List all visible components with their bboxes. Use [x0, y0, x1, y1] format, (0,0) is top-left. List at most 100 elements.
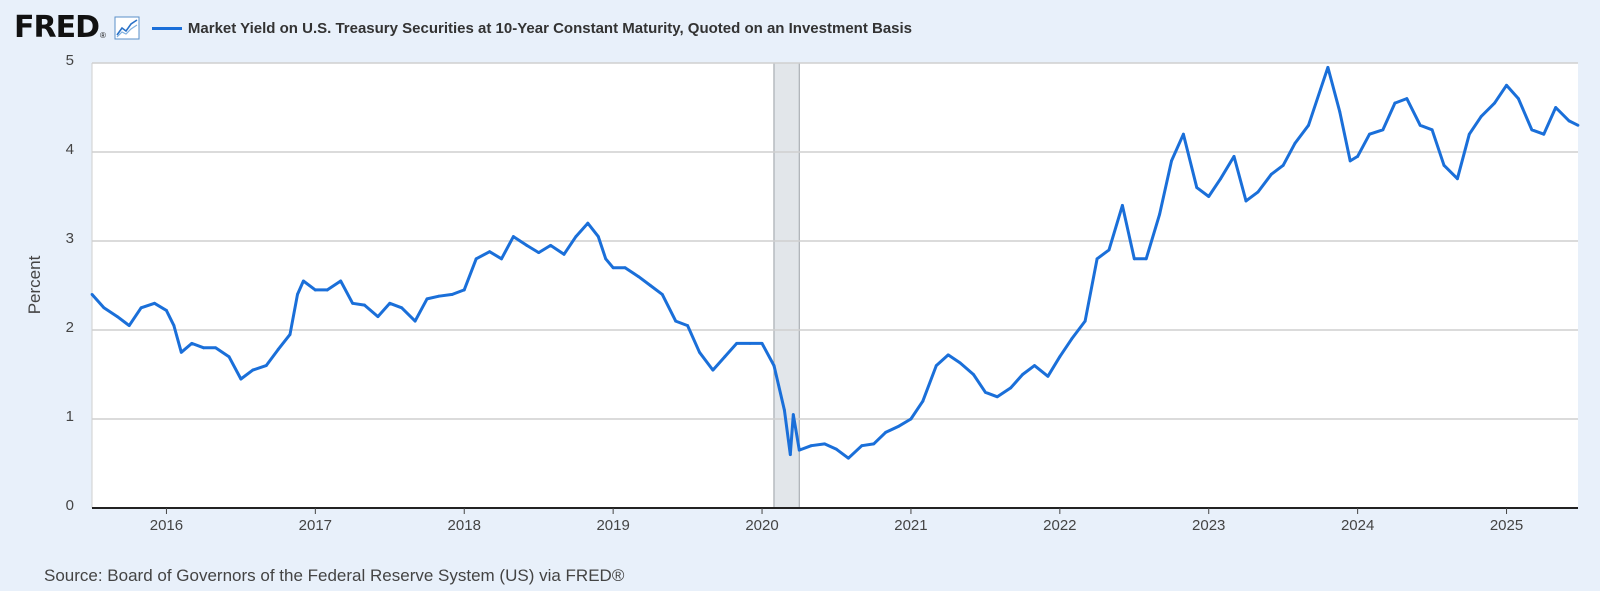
data-point-111: [1393, 101, 1397, 105]
data-point-31: [450, 293, 454, 296]
x-tick-label-2017: 2017: [299, 517, 332, 534]
data-point-7: [172, 324, 176, 327]
data-point-65: [835, 447, 838, 451]
data-point-109: [1368, 132, 1371, 136]
data-point-56: [748, 341, 752, 345]
data-point-4: [139, 306, 143, 310]
data-point-51: [686, 324, 689, 327]
legend-swatch: [151, 26, 182, 30]
x-tick-label-2023: 2023: [1192, 517, 1225, 534]
data-point-61: [791, 413, 795, 416]
data-point-54: [723, 355, 727, 359]
data-point-68: [872, 442, 876, 446]
data-point-53: [711, 368, 715, 372]
data-point-47: [637, 275, 640, 278]
data-point-80: [1021, 373, 1025, 376]
data-point-114: [1430, 128, 1434, 132]
data-point-99: [1256, 190, 1260, 194]
data-point-78: [995, 395, 999, 399]
y-tick-label-0: 0: [66, 497, 74, 514]
data-point-118: [1479, 115, 1483, 118]
data-point-120: [1505, 83, 1508, 87]
data-point-21: [325, 288, 329, 292]
y-tick-label-2: 2: [66, 319, 74, 336]
data-point-6: [165, 309, 168, 312]
fred-logo[interactable]: FRED: [14, 10, 100, 45]
data-point-45: [611, 266, 615, 270]
x-tick-label-2022: 2022: [1043, 517, 1076, 534]
data-point-55: [735, 341, 739, 345]
data-point-92: [1170, 159, 1173, 163]
registered-mark: ®: [100, 31, 106, 40]
data-point-39: [549, 244, 553, 247]
data-point-11: [214, 346, 217, 350]
data-point-117: [1467, 132, 1471, 136]
data-point-34: [488, 250, 491, 254]
data-point-26: [388, 301, 392, 305]
data-point-69: [884, 430, 888, 434]
data-point-104: [1319, 88, 1322, 92]
data-point-49: [660, 293, 664, 296]
data-point-126: [1576, 123, 1580, 127]
data-point-19: [302, 279, 305, 283]
data-point-38: [537, 251, 541, 254]
data-point-30: [437, 294, 441, 298]
x-tick-label-2019: 2019: [596, 517, 629, 534]
data-point-18: [296, 293, 299, 296]
data-point-60: [788, 453, 792, 456]
data-point-8: [179, 350, 183, 354]
data-point-112: [1405, 97, 1409, 100]
x-tick-label-2016: 2016: [150, 517, 183, 534]
data-point-101: [1281, 163, 1285, 167]
data-point-28: [413, 319, 417, 323]
data-point-17: [288, 333, 292, 336]
data-point-96: [1219, 177, 1223, 181]
data-point-103: [1307, 123, 1310, 127]
data-point-84: [1070, 337, 1074, 341]
data-point-113: [1418, 123, 1422, 127]
data-point-90: [1144, 257, 1148, 261]
y-axis-label: Percent: [25, 255, 44, 314]
data-point-24: [363, 303, 366, 307]
data-point-86: [1095, 257, 1099, 261]
data-point-46: [623, 266, 627, 270]
recession-layer: [773, 63, 800, 508]
data-point-0: [90, 293, 94, 296]
data-point-71: [909, 417, 913, 421]
data-point-44: [604, 257, 608, 261]
data-point-125: [1567, 119, 1571, 123]
data-point-98: [1244, 199, 1248, 203]
data-point-72: [921, 399, 925, 403]
x-tick-label-2021: 2021: [894, 517, 927, 534]
data-point-74: [946, 353, 950, 357]
x-tick-label-2024: 2024: [1341, 517, 1374, 534]
data-point-77: [983, 390, 987, 394]
data-point-100: [1269, 172, 1273, 176]
data-point-48: [648, 284, 652, 287]
data-point-119: [1493, 101, 1497, 105]
data-point-82: [1046, 374, 1050, 378]
data-point-122: [1530, 128, 1534, 132]
data-point-67: [860, 444, 864, 448]
data-point-73: [934, 364, 938, 367]
line-chart: 0 1 2 3 4 5 2016 2017 2018 2019 2020 2021 2022 2023 20…: [25, 52, 1580, 534]
data-point-62: [797, 448, 801, 452]
y-tick-label-4: 4: [66, 141, 74, 158]
data-point-10: [202, 346, 206, 350]
data-point-123: [1542, 132, 1546, 136]
data-point-14: [251, 368, 255, 372]
data-point-52: [698, 350, 701, 354]
data-point-87: [1107, 248, 1111, 252]
legend-series-label[interactable]: Market Yield on U.S. Treasury Securities…: [187, 19, 913, 37]
data-point-22: [339, 279, 343, 283]
data-point-105: [1326, 66, 1330, 69]
data-point-23: [351, 301, 354, 305]
data-point-50: [674, 319, 678, 323]
data-point-15: [264, 364, 268, 367]
data-point-36: [511, 235, 515, 238]
data-point-9: [190, 341, 194, 345]
series-layer: [90, 65, 1580, 460]
data-point-94: [1195, 186, 1199, 190]
data-point-70: [897, 424, 901, 428]
data-point-37: [525, 244, 529, 247]
